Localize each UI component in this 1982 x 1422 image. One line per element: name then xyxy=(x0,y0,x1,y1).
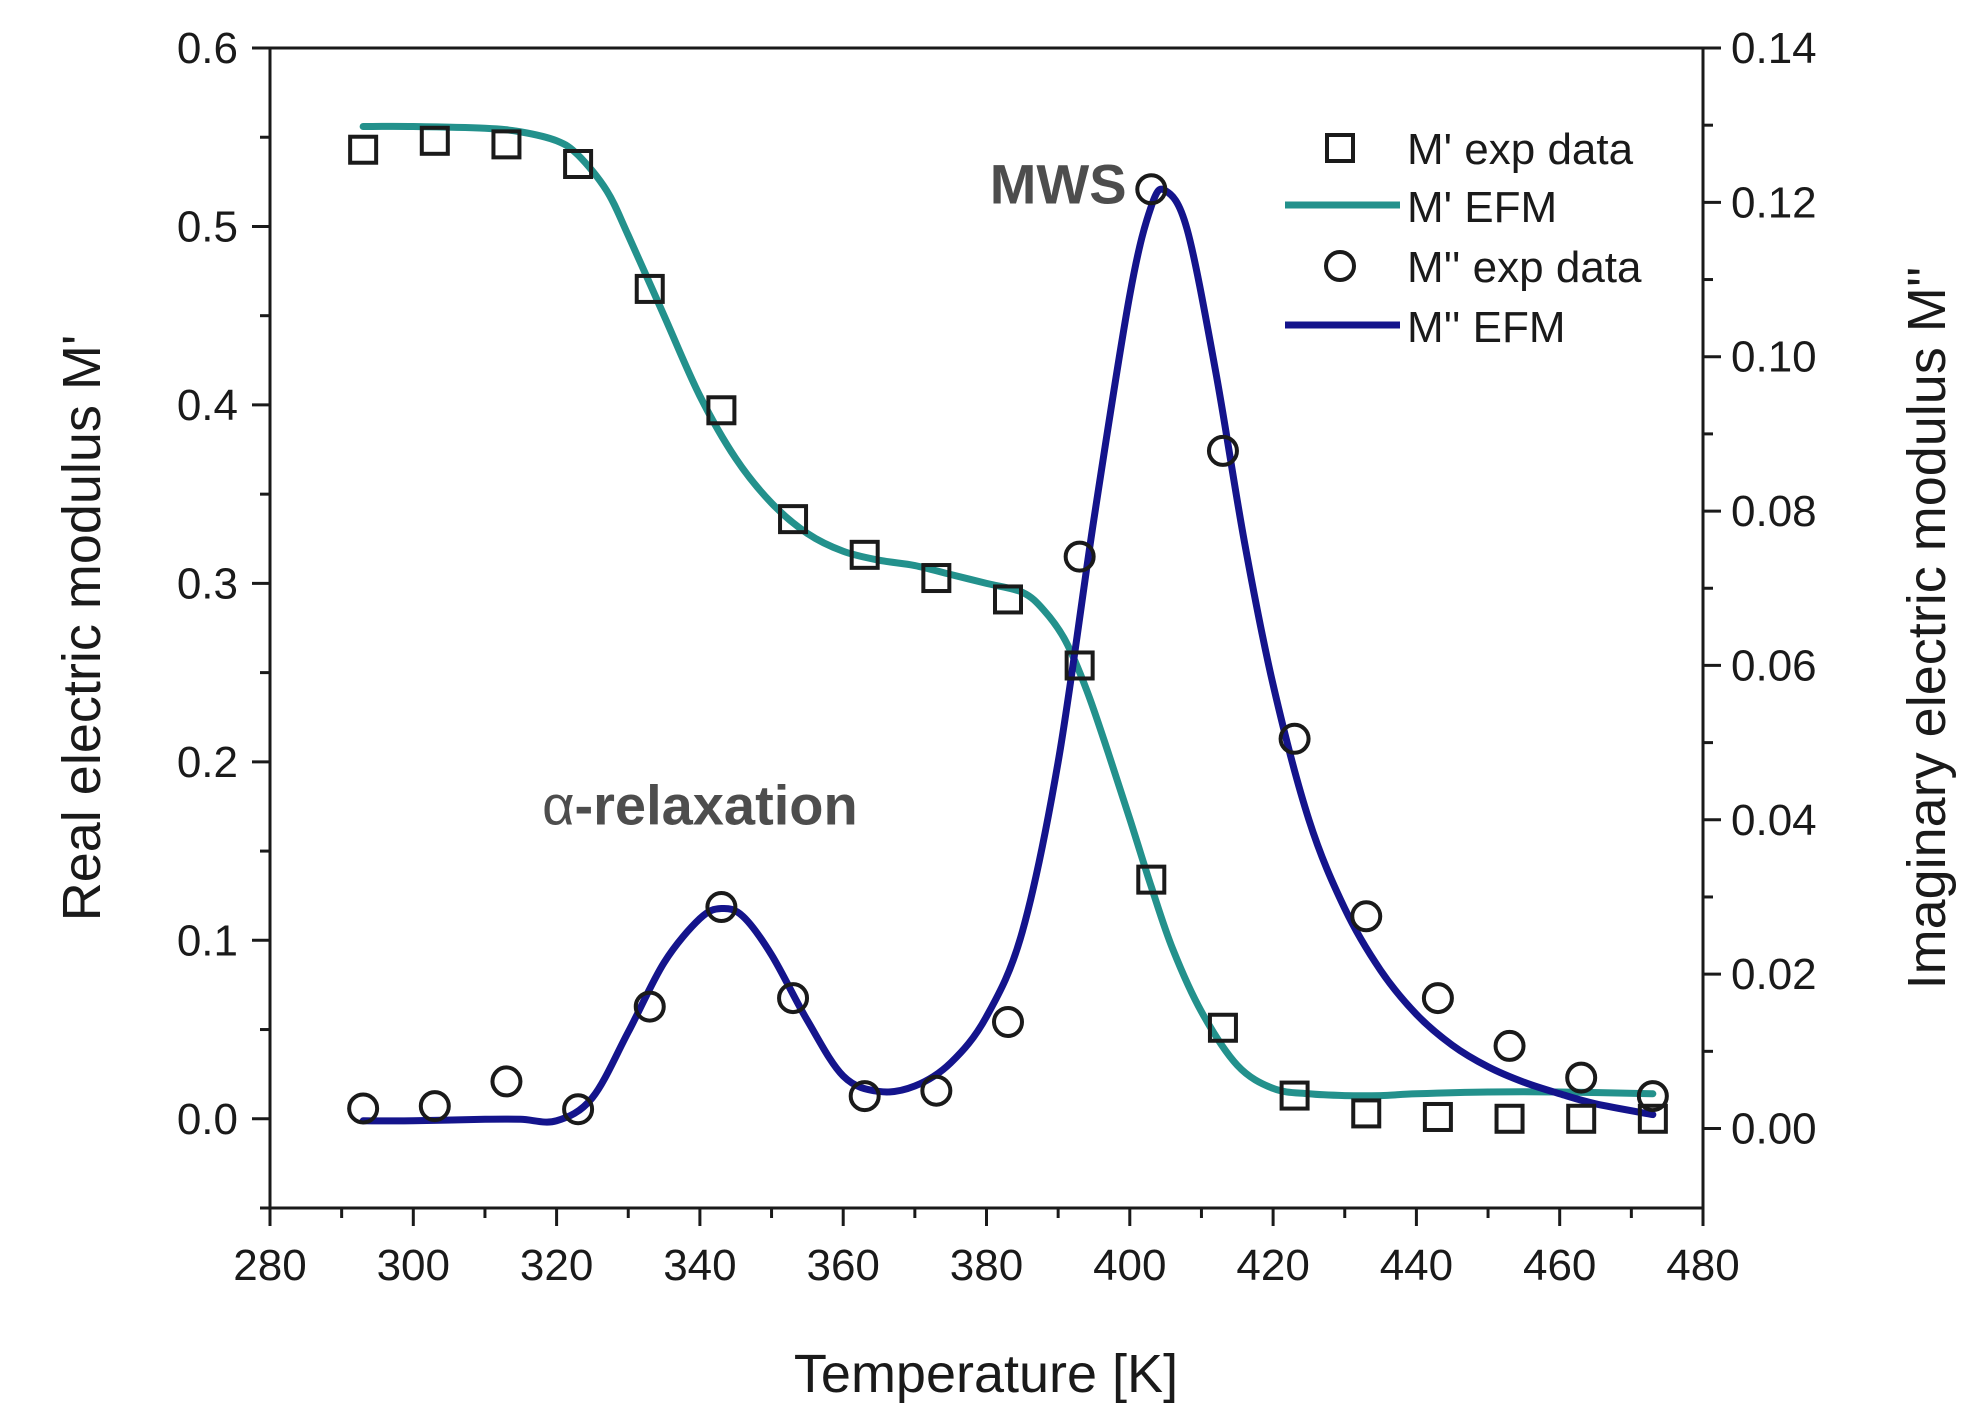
x-tick-label: 280 xyxy=(233,1241,306,1290)
mdouble-data-point xyxy=(777,982,810,1015)
y-axis-title: Real electric modulus M' xyxy=(52,335,112,922)
x-axis-ticks: 280 300 320 340 360 380 400 420 440 460 480 xyxy=(233,1208,1740,1290)
y2-tick-label: 0.00 xyxy=(1731,1105,1817,1154)
mws-annotation: MWS xyxy=(990,152,1127,215)
y2-tick-label: 0.06 xyxy=(1731,641,1817,690)
mdouble-data-point xyxy=(705,891,738,924)
mdouble-data-point xyxy=(991,1005,1024,1038)
y2-tick-label: 0.02 xyxy=(1731,950,1817,999)
mprime-data-point xyxy=(1279,1080,1310,1111)
legend-label-mprime-efm: M' EFM xyxy=(1407,183,1557,232)
mdouble-data-point xyxy=(1206,434,1239,467)
mdouble-data-point xyxy=(1135,173,1168,206)
x-tick-label: 400 xyxy=(1093,1241,1166,1290)
mdouble-data-point xyxy=(1565,1061,1598,1094)
y-tick-label: 0.5 xyxy=(177,202,238,251)
legend-marker-mdouble-exp xyxy=(1324,250,1356,282)
x-tick-label: 460 xyxy=(1523,1241,1596,1290)
y2-axis-title: Imaginary electric modulus M'' xyxy=(1897,267,1957,990)
series-line-mdouble-efm xyxy=(359,185,1657,1126)
x-tick-label: 420 xyxy=(1236,1241,1309,1290)
x-tick-label: 480 xyxy=(1666,1241,1739,1290)
mprime-data-point xyxy=(849,539,880,570)
mprime-data-point xyxy=(1351,1098,1382,1129)
mprime-data-point xyxy=(348,134,379,165)
mdouble-data-point xyxy=(1493,1029,1526,1062)
x-axis-title: Temperature [K] xyxy=(794,1344,1178,1404)
x-tick-label: 380 xyxy=(950,1241,1023,1290)
mdouble-data-point xyxy=(1421,982,1454,1015)
mprime-data-point xyxy=(634,273,665,304)
alpha-symbol: α xyxy=(542,773,574,836)
mdouble-data-point xyxy=(490,1065,523,1098)
mprime-data-point xyxy=(1064,650,1095,681)
y2-tick-label: 0.08 xyxy=(1731,487,1817,536)
mdouble-data-point xyxy=(347,1092,380,1125)
y-tick-label: 0.1 xyxy=(177,916,238,965)
mdouble-data-point xyxy=(1636,1080,1669,1113)
legend: M' exp data M' EFM M'' exp data M'' EFM xyxy=(1285,125,1642,352)
mdouble-data-point xyxy=(1278,722,1311,755)
mdouble-data-point xyxy=(920,1074,953,1107)
x-tick-label: 360 xyxy=(806,1241,879,1290)
mdouble-data-point xyxy=(562,1093,595,1126)
y2-tick-label: 0.12 xyxy=(1731,178,1817,227)
mdouble-data-point xyxy=(1350,900,1383,933)
mdouble-data-point xyxy=(848,1080,881,1113)
y2-axis-ticks: 0.00 0.02 0.04 0.06 0.08 0.10 0.12 0.14 xyxy=(1703,24,1817,1154)
legend-label-mdouble-efm: M'' EFM xyxy=(1407,303,1566,352)
y-tick-label: 0.4 xyxy=(177,381,238,430)
mprime-data-point xyxy=(706,395,737,426)
mprime-data-point xyxy=(992,584,1023,615)
alpha-relaxation-label: -relaxation xyxy=(574,773,857,836)
mprime-data-point xyxy=(778,504,809,535)
mprime-data-point xyxy=(1494,1103,1525,1134)
legend-marker-mprime-exp xyxy=(1325,133,1355,163)
y2-tick-label: 0.10 xyxy=(1731,333,1817,382)
mprime-data-point xyxy=(921,563,952,594)
series-line-mprime-efm xyxy=(359,122,1657,1100)
y2-tick-label: 0.14 xyxy=(1731,24,1817,73)
x-tick-label: 300 xyxy=(377,1241,450,1290)
mdouble-data-point xyxy=(418,1090,451,1123)
mprime-data-point xyxy=(1566,1103,1597,1134)
y2-tick-label: 0.04 xyxy=(1731,796,1817,845)
y-tick-label: 0.2 xyxy=(177,738,238,787)
x-tick-label: 440 xyxy=(1380,1241,1453,1290)
legend-label-mdouble-exp: M'' exp data xyxy=(1407,243,1642,292)
x-tick-label: 320 xyxy=(520,1241,593,1290)
plot-area xyxy=(347,122,1669,1134)
mprime-data-point xyxy=(563,149,594,179)
y-axis-ticks: 0.0 0.1 0.2 0.3 0.4 0.5 0.6 xyxy=(177,24,270,1210)
mprime-data-point xyxy=(1136,864,1167,895)
mdouble-data-point xyxy=(1063,540,1096,573)
y-tick-label: 0.3 xyxy=(177,559,238,608)
y-tick-label: 0.0 xyxy=(177,1095,238,1144)
x-tick-label: 340 xyxy=(663,1241,736,1290)
y-tick-label: 0.6 xyxy=(177,24,238,73)
mprime-data-point xyxy=(491,129,522,160)
mprime-data-point xyxy=(1207,1012,1238,1043)
mprime-data-point xyxy=(1637,1103,1668,1134)
mdouble-data-point xyxy=(633,990,666,1023)
alpha-relaxation-annotation: α-relaxation xyxy=(542,773,858,836)
mprime-data-point xyxy=(1422,1101,1453,1132)
legend-label-mprime-exp: M' exp data xyxy=(1407,125,1634,174)
mprime-data-point xyxy=(419,125,450,156)
